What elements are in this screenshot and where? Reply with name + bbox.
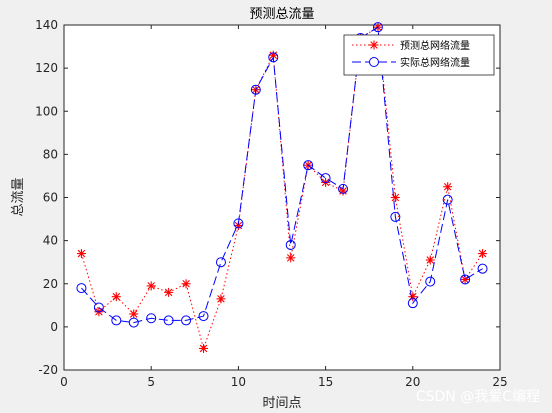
legend: 预测总网络流量 实际总网络流量 [343,34,495,76]
data-point-actual [250,84,261,95]
data-point-actual [285,239,296,250]
x-tick-label: 10 [231,375,246,389]
y-axis-label: 总流量 [11,177,26,216]
x-tick-label: 5 [147,375,155,389]
x-tick-label: 15 [318,375,333,389]
data-point-predicted [390,193,400,202]
asterisk-stroke [461,275,469,284]
legend-marker-actual [369,57,379,67]
plot-area [63,24,501,371]
data-point-actual [268,52,279,63]
data-point-actual [477,263,488,274]
series-line-predicted [80,26,483,351]
data-point-predicted [286,253,296,263]
data-point-actual [128,317,139,328]
data-point-predicted [425,255,435,265]
data-point-predicted [146,281,156,291]
data-point-actual [76,283,87,294]
asterisk-stroke [129,310,138,318]
asterisk-stroke [370,41,378,49]
data-point-actual [233,218,244,229]
data-point-actual [442,194,453,205]
y-tick-label: 100 [35,104,58,118]
y-tick-label: 120 [35,61,58,75]
data-point-predicted [129,309,139,319]
legend-items [352,40,396,67]
asterisk-stroke [77,249,86,258]
data-point-predicted [443,182,453,192]
watermark: CSDN @我爱C编程 [416,389,540,405]
data-point-actual [198,311,209,322]
data-point-actual [460,274,471,285]
data-point-actual [407,298,418,309]
x-axis-label: 时间点 [262,396,301,411]
legend-label-predicted: 预测总网络流量 [400,39,470,52]
data-point-actual [425,276,436,287]
data-point-actual [163,315,174,326]
asterisk-stroke [199,344,208,353]
data-point-predicted [216,294,226,304]
y-tick-label: 80 [43,147,58,161]
data-point-actual [303,160,314,171]
legend-label-actual: 实际总网络流量 [400,56,470,69]
y-tick-label: 0 [50,320,58,334]
y-tick-label: 140 [35,18,58,32]
data-point-actual [111,315,122,326]
data-point-actual [215,257,226,268]
data-point-predicted [76,249,86,259]
legend-box [343,34,495,76]
data-point-predicted [478,249,488,259]
legend-marker-predicted [369,40,379,50]
asterisk-stroke [478,249,487,258]
x-tick-label: 0 [60,375,68,389]
x-tick-label: 20 [405,375,420,389]
asterisk-stroke [164,288,173,297]
chart-title: 预测总流量 [249,7,314,22]
y-tick-label: 40 [43,234,58,248]
asterisk-stroke [286,254,295,262]
data-point-predicted [111,292,121,302]
data-point-actual [146,313,157,324]
data-point-predicted [460,274,470,284]
data-point-actual [181,315,192,326]
asterisk-stroke [217,295,225,303]
data-point-actual [390,211,401,222]
asterisk-stroke [443,182,452,191]
y-tick-label: -20 [38,363,58,377]
asterisk-stroke [426,256,435,264]
y-tick-label: 60 [43,191,58,205]
asterisk-stroke [112,292,121,301]
y-tick-label: 20 [43,277,58,291]
data-point-actual [93,302,104,313]
asterisk-stroke [147,282,155,290]
asterisk-stroke [182,279,190,288]
data-point-predicted [199,343,209,353]
data-point-actual [338,183,349,194]
asterisk-stroke [391,193,400,202]
data-point-predicted [181,279,191,289]
x-tick-label: 25 [492,375,507,389]
data-point-actual [372,22,383,33]
data-point-actual [320,173,331,184]
data-point-predicted [164,287,174,297]
